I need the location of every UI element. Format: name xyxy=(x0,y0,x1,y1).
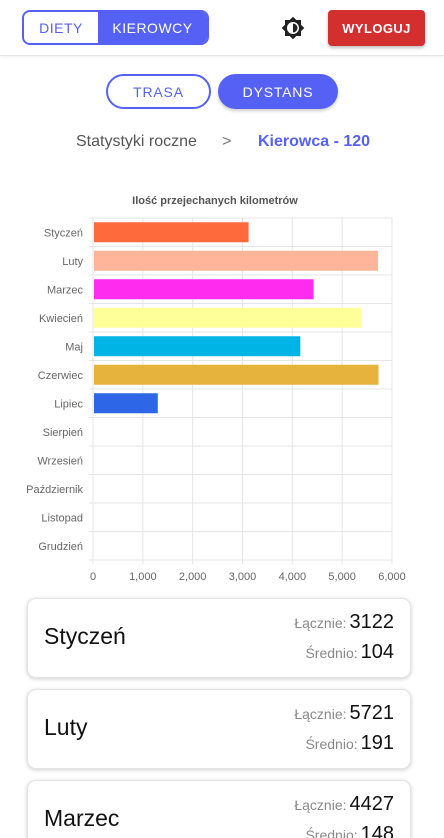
month-name: Luty xyxy=(44,714,88,740)
bar xyxy=(94,364,379,385)
category-label: Kwiecień xyxy=(39,313,83,325)
category-label: Październik xyxy=(26,484,83,496)
category-label: Czerwiec xyxy=(38,370,84,382)
month-card[interactable]: Styczeń Łącznie: 3122 Średnio: 104 xyxy=(27,598,411,678)
distance-bar-chart: Ilość przejechanych kilometrów 0 1,000 2,00… xyxy=(26,195,406,583)
x-tick-label: 4,000 xyxy=(279,571,307,583)
category-label: Sierpień xyxy=(43,427,83,439)
total-label: Łącznie: xyxy=(294,615,347,631)
month-card[interactable]: Luty Łącznie: 5721 Średnio: 191 xyxy=(27,689,411,769)
x-tick-label: 1,000 xyxy=(129,571,157,583)
tab-diety[interactable]: DIETY xyxy=(24,12,98,43)
category-label: Listopad xyxy=(41,512,83,524)
breadcrumb-parent[interactable]: Statystyki roczne xyxy=(76,133,197,150)
section-switch: DIETY KIEROWCY xyxy=(22,10,209,45)
total-value: 5721 xyxy=(349,702,395,724)
brightness-icon[interactable] xyxy=(281,16,305,40)
category-label: Maj xyxy=(65,341,83,353)
total-value: 3122 xyxy=(349,611,395,633)
average-stat: Średnio: 148 xyxy=(305,823,394,838)
x-tick-label: 2,000 xyxy=(179,571,207,583)
category-label: Wrzesień xyxy=(37,455,83,467)
total-stat: Łącznie: 3122 xyxy=(294,611,394,634)
chart-title: Ilość przejechanych kilometrów xyxy=(132,195,298,207)
logout-button[interactable]: WYLOGUJ xyxy=(328,10,425,46)
category-label: Styczeń xyxy=(44,227,83,239)
x-tick-label: 6,000 xyxy=(378,571,406,583)
total-stat: Łącznie: 5721 xyxy=(294,702,394,725)
breadcrumb-current: Kierowca - 120 xyxy=(258,133,371,150)
bar xyxy=(94,393,158,414)
bar xyxy=(94,307,362,328)
average-value: 148 xyxy=(360,823,394,838)
average-stat: Średnio: 191 xyxy=(305,732,394,755)
bar xyxy=(94,336,301,357)
average-label: Średnio: xyxy=(305,827,358,838)
total-value: 4427 xyxy=(349,793,395,815)
x-tick-label: 0 xyxy=(90,571,96,583)
average-value: 191 xyxy=(360,732,394,754)
tab-dystans[interactable]: DYSTANS xyxy=(218,74,338,109)
category-label: Lipiec xyxy=(54,398,83,410)
x-tick-label: 5,000 xyxy=(328,571,356,583)
x-tick-label: 3,000 xyxy=(229,571,257,583)
tab-trasa[interactable]: TRASA xyxy=(106,74,211,109)
total-label: Łącznie: xyxy=(294,797,347,813)
month-name: Marzec xyxy=(44,805,120,831)
average-label: Średnio: xyxy=(305,736,358,752)
category-label: Grudzień xyxy=(38,541,83,553)
breadcrumb-separator: > xyxy=(222,133,232,150)
bar xyxy=(94,222,249,243)
average-value: 104 xyxy=(360,641,394,663)
app-header: DIETY KIEROWCY WYLOGUJ xyxy=(0,0,444,56)
category-label: Marzec xyxy=(47,284,84,296)
total-stat: Łącznie: 4427 xyxy=(294,793,394,816)
tab-kierowcy[interactable]: KIEROWCY xyxy=(98,12,207,43)
category-label: Luty xyxy=(62,256,83,268)
month-name: Styczeń xyxy=(44,623,126,649)
average-label: Średnio: xyxy=(305,645,358,661)
total-label: Łącznie: xyxy=(294,706,347,722)
breadcrumb: Statystyki roczne > Kierowca - 120 xyxy=(0,133,444,153)
bar xyxy=(94,250,379,271)
average-stat: Średnio: 104 xyxy=(305,641,394,664)
month-card[interactable]: Marzec Łącznie: 4427 Średnio: 148 xyxy=(27,780,411,838)
bar xyxy=(94,279,314,300)
